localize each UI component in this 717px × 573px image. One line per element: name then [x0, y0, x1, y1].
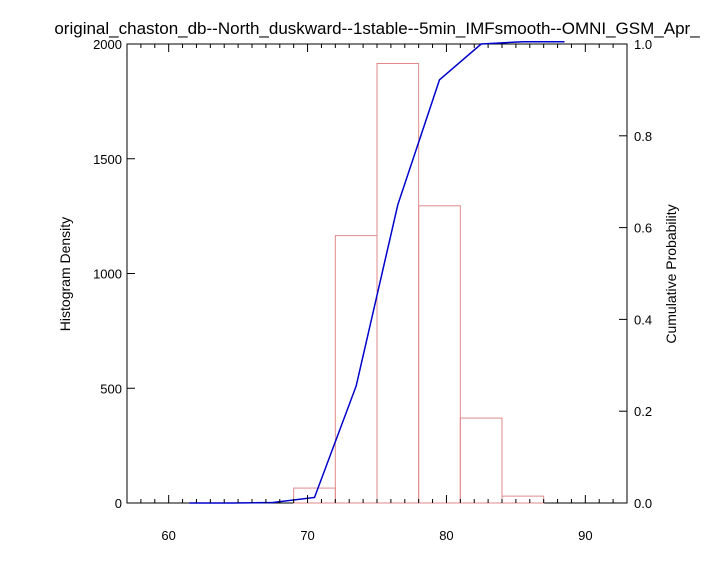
- chart-title: original_chaston_db--North_duskward--1st…: [54, 19, 700, 38]
- y-right-tick-label: 0.8: [634, 129, 652, 144]
- histogram-bar-7: [459, 417, 503, 504]
- x-tick-label: 90: [578, 528, 592, 543]
- histogram-bar-4: [334, 235, 378, 504]
- y-right-tick-label: 0.4: [634, 312, 652, 327]
- y-axis-label-right: Cumulative Probability: [663, 204, 679, 343]
- y-left-tick-label: 1500: [93, 152, 122, 167]
- histogram-bar-6: [418, 205, 461, 504]
- y-right-tick-label: 0.2: [634, 404, 652, 419]
- x-tick-label: 70: [300, 528, 314, 543]
- y-axis-left: 0 500 1000 1500 2000: [93, 37, 135, 511]
- histogram-bar-8: [501, 495, 545, 504]
- histogram-bar-5: [376, 63, 420, 504]
- y-left-tick-label: 500: [100, 381, 122, 396]
- y-left-tick-label: 1000: [93, 267, 122, 282]
- y-axis-label-left: Histogram Density: [57, 217, 73, 331]
- x-tick-label: 80: [439, 528, 453, 543]
- y-right-tick-label: 0.6: [634, 221, 652, 236]
- histogram-bars: [293, 63, 545, 504]
- x-axis: 60 70 80 90: [126, 44, 628, 543]
- x-tick-label: 60: [161, 528, 175, 543]
- y-left-tick-label: 0: [115, 496, 122, 511]
- y-right-tick-label: 0.0: [634, 496, 652, 511]
- y-axis-right: 0.0 0.2 0.4 0.6 0.8 1.0: [619, 37, 652, 511]
- y-right-tick-label: 1.0: [634, 37, 652, 52]
- y-left-tick-label: 2000: [93, 37, 122, 52]
